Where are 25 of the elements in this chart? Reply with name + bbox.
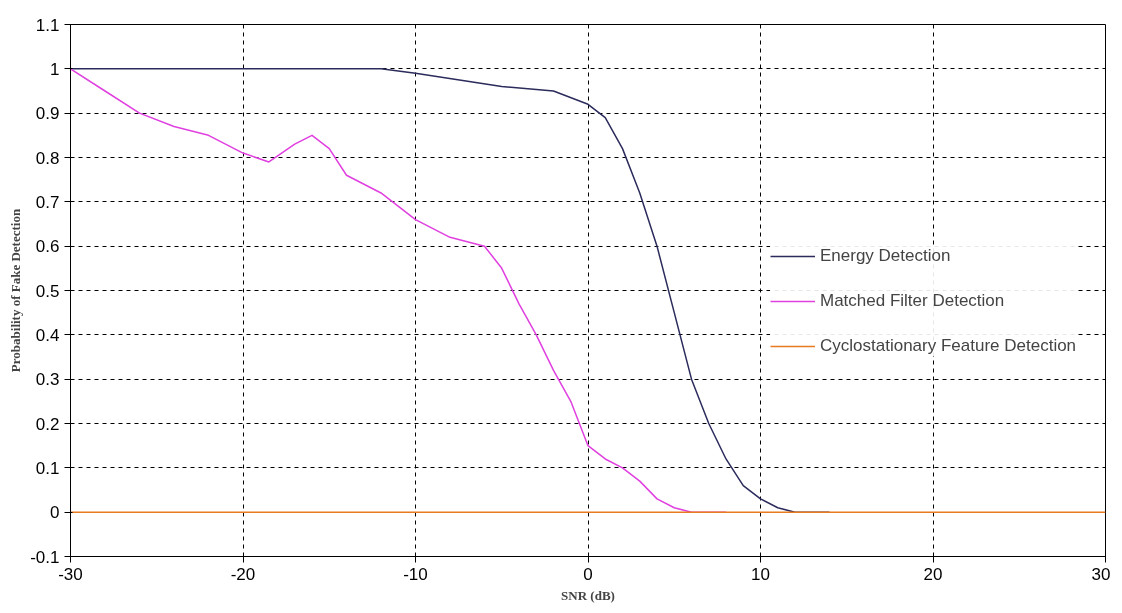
y-tick-label: 0.4 (35, 325, 60, 345)
legend-label: Energy Detection (820, 246, 951, 266)
y-tick-label: 0.2 (35, 414, 60, 434)
x-tick-label: 0 (583, 564, 593, 584)
y-tick-label: 0.3 (35, 370, 60, 390)
y-tick-label: 1 (50, 59, 60, 79)
y-axis-title: Probability of Fake Detection (7, 208, 23, 373)
y-tick-label: 0.5 (35, 281, 60, 301)
y-tick-label: 0.1 (35, 458, 60, 478)
y-tick-label: -0.1 (30, 547, 60, 567)
legend-label: Cyclostationary Feature Detection (820, 336, 1077, 356)
x-tick-label: 30 (1091, 564, 1111, 584)
y-tick-label: 0.9 (35, 104, 60, 124)
x-tick-label: 10 (751, 564, 770, 584)
y-tick-label: 0 (50, 503, 60, 523)
y-tick-label: 1.1 (35, 15, 60, 35)
x-tick-label: 20 (923, 564, 943, 584)
x-axis-title: SNR (dB) (561, 587, 615, 603)
legend-label: Matched Filter Detection (820, 291, 1005, 311)
x-tick-label: -20 (230, 564, 256, 584)
y-tick-label: 0.7 (35, 192, 60, 212)
x-tick-label: -10 (403, 564, 428, 584)
x-tick-label: -30 (58, 564, 83, 584)
y-tick-label: 0.6 (35, 237, 60, 257)
y-tick-label: 0.8 (35, 148, 60, 168)
